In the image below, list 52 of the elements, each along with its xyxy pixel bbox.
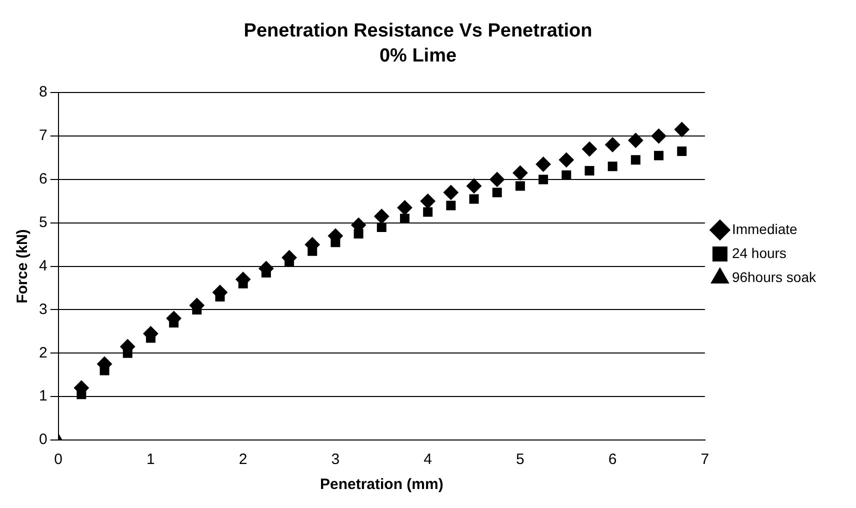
y-tick-label: 6 (39, 170, 48, 188)
y-tick-label: 0 (39, 431, 48, 448)
legend-label: Immediate (732, 220, 798, 237)
point (374, 208, 390, 224)
point (558, 152, 574, 168)
point (562, 170, 572, 180)
point (469, 194, 479, 204)
point (466, 178, 482, 194)
point (605, 137, 620, 152)
point (446, 200, 456, 210)
point (397, 200, 412, 216)
point (400, 214, 410, 224)
point (515, 181, 525, 191)
point (536, 156, 551, 172)
x-tick-label: 1 (146, 451, 155, 468)
chart-subtitle: 0% Lime (379, 45, 457, 66)
point (420, 194, 436, 209)
y-tick-label: 3 (39, 300, 48, 318)
x-tick-label: 0 (54, 451, 63, 468)
point (630, 155, 640, 165)
point (651, 128, 666, 144)
point (490, 172, 505, 187)
y-tick-label: 4 (39, 257, 48, 274)
point (608, 162, 618, 172)
point (677, 146, 687, 156)
point (584, 166, 594, 176)
point (582, 142, 597, 157)
point (443, 184, 458, 200)
point (628, 132, 644, 148)
x-tick-label: 6 (608, 451, 617, 468)
point (538, 174, 548, 184)
point (376, 222, 386, 232)
y-tick-label: 5 (39, 214, 48, 232)
point (654, 150, 664, 160)
x-tick-label: 7 (700, 451, 710, 468)
x-axis-title: Penetration (mm) (320, 476, 444, 494)
legend-label: 96hours soak (732, 268, 817, 285)
y-tick-label: 7 (39, 127, 48, 144)
y-axis-title: Force (kN) (14, 229, 32, 304)
point (492, 188, 502, 198)
x-tick-label: 5 (516, 451, 524, 468)
x-tick-label: 2 (238, 451, 248, 468)
y-tick-label: 1 (39, 388, 48, 405)
legend-label: 24 hours (732, 244, 786, 261)
point (512, 165, 528, 180)
x-tick-label: 4 (424, 451, 432, 468)
y-tick-label: 8 (39, 84, 48, 101)
point (674, 122, 690, 138)
chart-title: Penetration Resistance Vs Penetration (244, 20, 592, 42)
x-tick-label: 3 (331, 451, 340, 468)
y-tick-label: 2 (39, 344, 48, 362)
point (423, 207, 433, 217)
